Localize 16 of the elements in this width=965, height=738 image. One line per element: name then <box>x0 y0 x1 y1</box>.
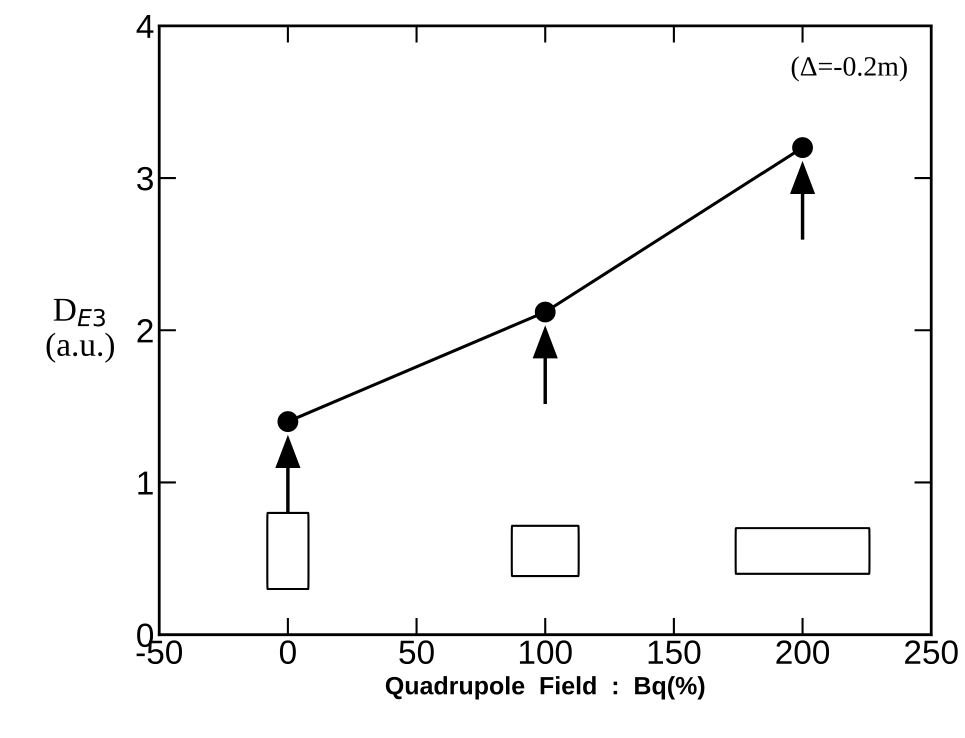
y-axis-title: D$_{E3}$ (a.u.) <box>46 298 114 363</box>
x-tick-label: 100 <box>520 640 572 664</box>
x-tick-label: 150 <box>648 640 700 664</box>
point <box>277 411 298 432</box>
point <box>534 302 556 322</box>
x-axis-title: Quadrupole Field : Bq(%) <box>386 676 704 700</box>
y-tick-label: 3 <box>137 166 153 190</box>
y-tick-label: 2 <box>138 319 153 342</box>
y-tick-label: 1 <box>138 472 153 495</box>
x-tick-label: 0 <box>280 640 296 664</box>
x-tick-label: 50 <box>399 640 434 664</box>
x-tick-label: 250 <box>905 640 958 664</box>
point <box>792 137 813 158</box>
x-tick-label: 200 <box>776 640 830 664</box>
y-tick-label: 4 <box>136 14 154 38</box>
annotation: (Δ=-0.2m) <box>792 56 907 82</box>
